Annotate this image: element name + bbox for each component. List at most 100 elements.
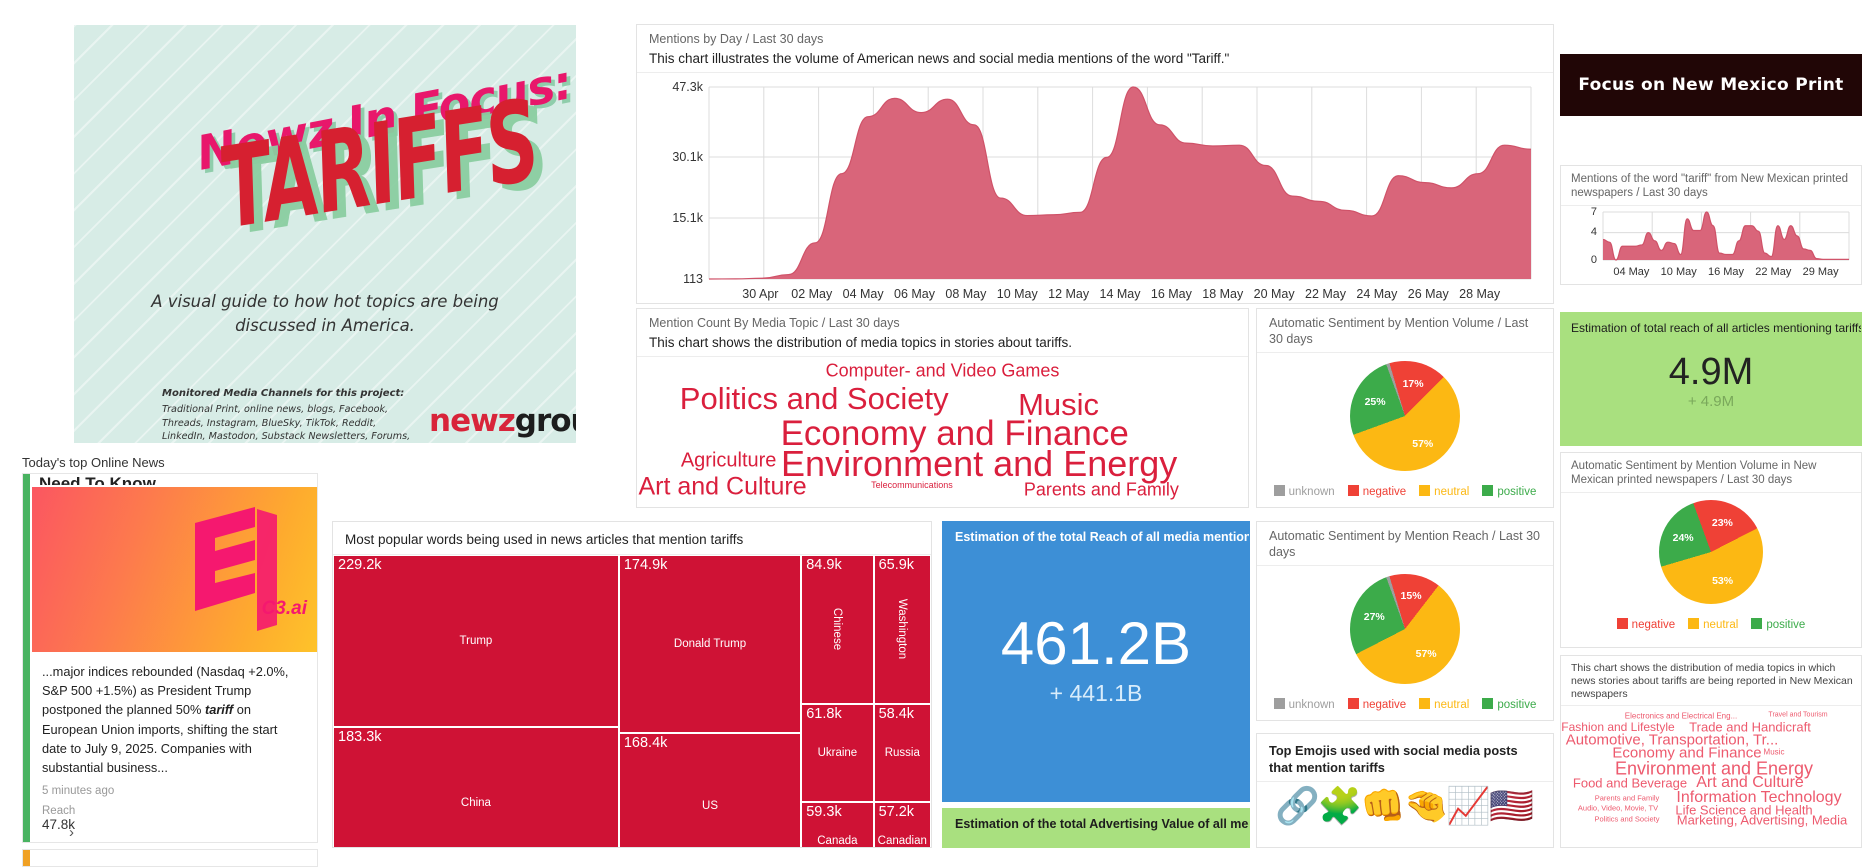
pie-slice-label: 27%	[1363, 610, 1385, 623]
wordcloud-word[interactable]: Economy and Finance	[780, 414, 1129, 454]
pie1-header: Automatic Sentiment by Mention Volume / …	[1257, 309, 1553, 354]
media-topic-wordcloud[interactable]: Computer- and Video Games Politics and So…	[637, 357, 1248, 501]
treemap-tile-value: 57.2k	[878, 803, 915, 820]
wordcloud-word[interactable]: Trade and Handicraft	[1689, 719, 1811, 735]
wordcloud-word[interactable]: Parents and Family	[1023, 479, 1179, 500]
wordcloud-word[interactable]: Electronics and Electrical Eng...	[1624, 711, 1738, 721]
nm-pie-legend[interactable]: negative neutral positive	[1561, 615, 1861, 633]
news-card-next-accent-bar	[23, 850, 30, 867]
wordcloud-word[interactable]: Art and Culture	[1696, 774, 1804, 792]
sentiment-volume-pie[interactable]: 17% 57% 25%	[1350, 360, 1460, 471]
nm-x-axis: 04 May 10 May 16 May 22 May 29 May	[1561, 264, 1861, 280]
wordcloud-word[interactable]: Environment and Energy	[1614, 758, 1814, 779]
y-tick-label: 7	[1590, 205, 1597, 218]
news-card-next[interactable]	[22, 849, 318, 867]
poster-footer: Monitored Media Channels for this projec…	[162, 387, 412, 443]
legend-label: neutral	[1434, 486, 1470, 499]
treemap-tile[interactable]: 84.9k Chinese	[801, 554, 874, 705]
wordcloud-word[interactable]: Economy and Finance	[1612, 744, 1762, 762]
wordcloud-word[interactable]: Parents and Family	[1594, 793, 1660, 803]
total-advertising-value-box: Estimation of the total Advertising Valu…	[942, 808, 1250, 848]
treemap-tile[interactable]: 59.3k Canada	[801, 801, 874, 847]
nm-sentiment-pie[interactable]: 23% 53% 24%	[1659, 499, 1763, 604]
treemap-tile-value: 229.2k	[338, 556, 382, 573]
x-tick-label: 14 May	[1099, 287, 1141, 302]
pie2-header: Automatic Sentiment by Mention Reach / L…	[1257, 522, 1553, 567]
mentions-area-chart[interactable]: 47.3k 30.1k 15.1k 113	[637, 73, 1553, 286]
wordcloud-word[interactable]: Telecommunications	[871, 479, 953, 490]
news-card[interactable]: Need To Know C3.ai ...major indices rebo…	[22, 473, 318, 844]
legend-item-neutral[interactable]: neutral	[1419, 695, 1469, 713]
wordcloud-word[interactable]: Computer- and Video Games	[825, 360, 1060, 381]
wordcloud-word[interactable]: Music	[1018, 386, 1100, 422]
legend-item-neutral[interactable]: neutral	[1688, 615, 1738, 633]
topic-panel-title: Mention Count By Media Topic / Last 30 d…	[649, 316, 900, 330]
y-tick-label: 4	[1590, 226, 1597, 239]
wordcloud-word[interactable]: Life Science and Health	[1675, 802, 1813, 818]
nm-reach-title: Estimation of total reach of all article…	[1571, 321, 1862, 335]
wordcloud-word[interactable]: Food and Beverage	[1572, 775, 1688, 791]
treemap-tile[interactable]: 57.2k Canadian	[873, 801, 931, 847]
legend-swatch-icon	[1347, 698, 1359, 710]
treemap-tile-label: Trump	[459, 634, 493, 647]
nm-reach-delta: + 4.9M	[1687, 393, 1735, 410]
popular-words-treemap[interactable]: 229.2k Trump 183.3k China 174.9k Donald Trump…	[333, 554, 931, 847]
legend-item-positive[interactable]: positive	[1482, 695, 1536, 713]
wordcloud-word[interactable]: Marketing, Advertising, Media	[1676, 812, 1848, 828]
treemap-tile[interactable]: 183.3k China	[333, 726, 619, 847]
x-tick-label: 22 May	[1305, 287, 1346, 302]
poster-footer-heading: Monitored Media Channels for this projec…	[162, 388, 405, 399]
legend-item-unknown[interactable]: unknown	[1273, 695, 1335, 713]
y-tick-label: 0	[1590, 253, 1597, 266]
wordcloud-word[interactable]: Art and Culture	[638, 472, 807, 501]
treemap-tile[interactable]: 229.2k Trump	[333, 554, 619, 727]
newz-in-focus-poster: Newz In Focus: TARIFFS A visual guide to…	[74, 25, 576, 443]
sentiment-reach-panel: Automatic Sentiment by Mention Reach / L…	[1256, 521, 1554, 721]
wordcloud-word[interactable]: Audio, Video, Movie, TV	[1577, 803, 1659, 813]
treemap-tile[interactable]: 58.4k Russia	[873, 704, 931, 802]
emoji-list[interactable]: 🔗🧩👊🤏📈🇺🇸	[1275, 785, 1534, 827]
sentiment-reach-pie[interactable]: 15% 57% 27%	[1350, 573, 1460, 684]
legend-label: positive	[1497, 486, 1537, 499]
legend-swatch-icon	[1273, 698, 1285, 710]
treemap-tile-label: Chinese	[831, 608, 844, 651]
x-tick-label: 02 May	[791, 287, 833, 302]
nm-topic-wordcloud[interactable]: Electronics and Electrical Eng... Travel …	[1561, 706, 1861, 828]
wordcloud-word[interactable]: Automotive, Transportation, Tr...	[1565, 731, 1779, 749]
treemap-tile[interactable]: 61.8k Ukraine	[801, 704, 874, 802]
nm-topic-cloud-panel: This chart shows the distribution of med…	[1560, 655, 1862, 848]
legend-swatch-icon	[1751, 617, 1763, 629]
legend-item-negative[interactable]: negative	[1347, 482, 1406, 500]
legend-label: positive	[1766, 618, 1806, 631]
wordcloud-word[interactable]: Environment and Energy	[781, 442, 1178, 484]
x-tick-label: 24 May	[1356, 287, 1398, 302]
wordcloud-word[interactable]: Fashion and Lifestyle	[1561, 719, 1675, 734]
legend-item-positive[interactable]: positive	[1482, 482, 1536, 500]
legend-swatch-icon	[1419, 485, 1431, 497]
legend-item-neutral[interactable]: neutral	[1419, 482, 1469, 500]
wordcloud-word[interactable]: Agriculture	[680, 449, 777, 472]
legend-item-positive[interactable]: positive	[1751, 615, 1805, 633]
nm-area-chart[interactable]: 7 4 0	[1561, 205, 1861, 266]
treemap-tile[interactable]: 168.4k US	[618, 733, 802, 847]
treemap-tile[interactable]: 174.9k Donald Trump	[618, 554, 802, 734]
treemap-tile-value: 174.9k	[623, 556, 668, 573]
legend-item-negative[interactable]: negative	[1347, 695, 1406, 713]
news-card-reach-label: Reach	[42, 805, 76, 818]
legend-item-unknown[interactable]: unknown	[1273, 482, 1335, 500]
wordcloud-word[interactable]: Politics and Society	[679, 381, 949, 417]
wordcloud-word[interactable]: Politics and Society	[1594, 814, 1660, 824]
x-tick-label: 08 May	[945, 287, 987, 302]
treemap-tile[interactable]: 65.9k Washington	[873, 554, 931, 705]
news-body-part1: ...major indices rebounded (Nasdaq +2.0%…	[42, 664, 289, 718]
wordcloud-word[interactable]: Travel and Tourism	[1768, 711, 1828, 719]
x-tick-label: 16 May	[1707, 265, 1745, 278]
wordcloud-word[interactable]: Music	[1763, 747, 1785, 757]
legend-item-negative[interactable]: negative	[1616, 615, 1675, 633]
pie2-legend[interactable]: unknown negative neutral positive	[1257, 695, 1553, 713]
pie1-legend[interactable]: unknown negative neutral positive	[1257, 482, 1553, 500]
popular-words-treemap-panel: Most popular words being used in news ar…	[332, 521, 932, 848]
y-tick-label: 15.1k	[672, 211, 703, 226]
wordcloud-word[interactable]: Information Technology	[1676, 788, 1842, 806]
news-card-chevron-icon[interactable]: ›	[69, 824, 74, 842]
